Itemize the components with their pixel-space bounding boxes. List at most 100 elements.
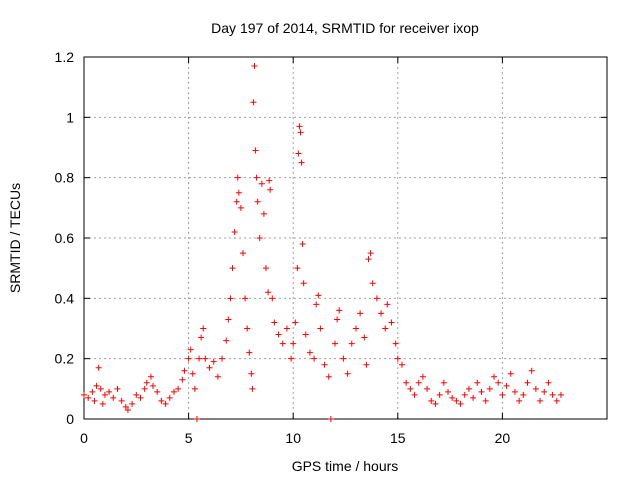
data-point: [244, 325, 251, 332]
data-point: [81, 391, 87, 398]
data-point: [137, 394, 144, 401]
data-point: [361, 334, 368, 341]
y-tick-label: 0: [66, 411, 74, 427]
data-point: [99, 400, 106, 407]
data-point: [294, 265, 301, 272]
data-point: [189, 370, 196, 377]
data-point: [470, 394, 477, 401]
data-point: [367, 250, 374, 257]
data-point: [267, 186, 274, 193]
data-point: [394, 355, 401, 362]
data-point: [300, 280, 307, 287]
data-point: [225, 316, 232, 323]
data-point: [334, 316, 341, 323]
data-point: [279, 340, 286, 347]
data-point: [298, 159, 305, 166]
data-point: [143, 379, 150, 386]
data-point: [260, 210, 267, 217]
data-point: [545, 379, 552, 386]
data-point: [411, 391, 418, 398]
y-tick-label: 0.6: [55, 230, 75, 246]
grid-lines: [84, 57, 607, 419]
data-point: [292, 319, 299, 326]
data-point: [196, 355, 203, 362]
data-point: [520, 391, 527, 398]
data-point: [101, 391, 108, 398]
data-point: [219, 355, 226, 362]
axis-ticks: 0 5 10 15 20 0 0.2 0.4 0.6 0.8 1 1.2: [55, 49, 607, 446]
data-point: [198, 334, 205, 341]
data-point: [327, 416, 334, 422]
data-point: [549, 391, 556, 398]
data-point: [93, 382, 100, 389]
data-point: [154, 388, 161, 395]
data-point: [248, 370, 255, 377]
data-point: [95, 364, 102, 371]
data-point: [265, 289, 272, 296]
x-tick-label: 5: [185, 430, 193, 446]
data-point: [202, 355, 209, 362]
data-point: [382, 325, 389, 332]
data-point: [332, 340, 339, 347]
data-point: [162, 400, 169, 407]
data-point: [352, 325, 359, 332]
data-point: [114, 385, 121, 392]
data-point: [231, 228, 238, 235]
data-point: [269, 295, 276, 302]
x-tick-label: 10: [285, 430, 301, 446]
data-point: [392, 340, 399, 347]
data-point: [557, 391, 564, 398]
data-point: [187, 346, 194, 353]
data-point: [299, 241, 306, 248]
data-point: [507, 370, 514, 377]
data-point: [440, 379, 447, 386]
data-point: [141, 385, 148, 392]
data-point: [419, 373, 426, 380]
data-point: [252, 147, 259, 154]
data-point: [234, 174, 241, 181]
y-axis-label: SRMTID / TECUs: [7, 183, 23, 293]
data-point: [511, 388, 518, 395]
data-points: [81, 63, 564, 422]
data-point: [503, 382, 510, 389]
y-tick-label: 0.4: [55, 290, 75, 306]
data-point: [388, 319, 395, 326]
data-point: [266, 177, 273, 184]
data-point: [122, 403, 129, 410]
data-point: [486, 385, 493, 392]
data-point: [251, 63, 258, 70]
data-point: [311, 355, 318, 362]
data-point: [465, 385, 472, 392]
data-point: [271, 319, 278, 326]
x-tick-label: 15: [390, 430, 406, 446]
chart-title: Day 197 of 2014, SRMTID for receiver ixo…: [211, 20, 479, 36]
data-point: [315, 292, 322, 299]
data-point: [432, 400, 439, 407]
data-point: [344, 370, 351, 377]
data-point: [181, 367, 188, 374]
data-point: [258, 180, 265, 187]
data-point: [290, 340, 297, 347]
data-point: [246, 349, 253, 356]
data-point: [428, 397, 435, 404]
data-point: [253, 174, 260, 181]
data-point: [449, 394, 456, 401]
data-point: [378, 310, 385, 317]
data-point: [185, 355, 192, 362]
data-point: [541, 388, 548, 395]
data-point: [200, 325, 207, 332]
data-point: [254, 198, 261, 205]
y-tick-label: 1.2: [55, 49, 75, 65]
data-point: [365, 256, 372, 263]
data-point: [461, 391, 468, 398]
data-point: [295, 150, 302, 157]
data-point: [175, 385, 182, 392]
y-tick-label: 0.8: [55, 170, 75, 186]
data-point: [210, 358, 217, 365]
data-point: [403, 379, 410, 386]
data-point: [373, 295, 380, 302]
data-point: [193, 416, 200, 422]
data-point: [491, 373, 498, 380]
data-point: [516, 397, 523, 404]
